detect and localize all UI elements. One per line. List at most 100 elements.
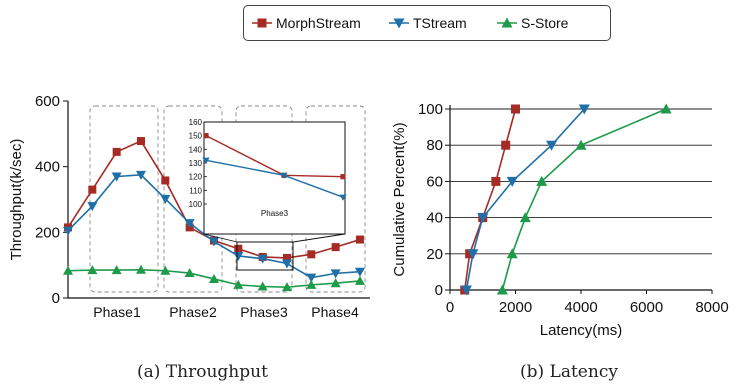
latency-line-s-store bbox=[501, 108, 667, 291]
throughput-point-morphstream-2 bbox=[112, 147, 121, 156]
throughput-y-tick-label-0: 0 bbox=[52, 290, 60, 307]
inset-point-morphstream-0 bbox=[203, 133, 209, 139]
latency-y-tick-label-20: 20 bbox=[426, 246, 443, 263]
throughput-point-tstream-5 bbox=[184, 219, 195, 229]
throughput-point-s-store-5 bbox=[184, 268, 195, 278]
latency-line-morphstream bbox=[463, 108, 517, 291]
latency-x-axis-label: Latency(ms) bbox=[540, 322, 623, 339]
latency-point-tstream-0 bbox=[460, 285, 472, 296]
throughput-point-morphstream-7 bbox=[234, 244, 243, 253]
zoom-region bbox=[236, 241, 294, 271]
throughput-point-s-store-9 bbox=[281, 282, 292, 292]
throughput-y-tick-label-400: 400 bbox=[35, 159, 60, 176]
latency-y-tick-label-100: 100 bbox=[418, 101, 443, 118]
latency-point-morphstream-4 bbox=[501, 140, 511, 150]
throughput-point-tstream-12 bbox=[354, 267, 365, 277]
inset-label: Phase3 bbox=[261, 209, 289, 218]
latency-point-morphstream-5 bbox=[511, 104, 520, 114]
throughput-point-morphstream-12 bbox=[355, 235, 364, 244]
phase-box-4 bbox=[305, 105, 366, 293]
throughput-point-s-store-8 bbox=[257, 281, 268, 291]
caption-latency: (b) Latency bbox=[520, 362, 618, 382]
throughput-point-tstream-3 bbox=[135, 170, 146, 180]
latency-x-tick-label-6000: 6000 bbox=[630, 299, 663, 316]
legend-marker-morphstream bbox=[257, 18, 267, 28]
latency-point-tstream-3 bbox=[506, 176, 518, 187]
throughput-point-tstream-0 bbox=[63, 226, 73, 236]
throughput-point-morphstream-11 bbox=[331, 243, 340, 252]
inset-point-tstream-1 bbox=[280, 172, 288, 179]
throughput-x-tick-label-phase1: Phase1 bbox=[93, 304, 141, 320]
zoom-connector-left bbox=[203, 233, 238, 243]
latency-point-morphstream-1 bbox=[465, 249, 475, 259]
throughput-point-morphstream-9 bbox=[282, 253, 291, 262]
throughput-point-s-store-3 bbox=[135, 264, 146, 274]
latency-line-tstream bbox=[465, 108, 585, 291]
inset-y-tick-label-150: 150 bbox=[189, 132, 203, 141]
latency-point-s-store-2 bbox=[519, 212, 531, 223]
latency-point-tstream-2 bbox=[477, 213, 489, 224]
inset-y-tick-label-100: 100 bbox=[189, 200, 203, 209]
throughput-point-s-store-4 bbox=[160, 265, 171, 275]
throughput-point-s-store-11 bbox=[330, 278, 341, 288]
throughput-point-tstream-9 bbox=[281, 259, 292, 269]
throughput-point-s-store-0 bbox=[63, 265, 73, 275]
legend-label-tstream: TStream bbox=[413, 15, 467, 31]
inset-frame bbox=[203, 121, 346, 235]
throughput-point-morphstream-3 bbox=[136, 137, 145, 146]
inset-y-tick-label-110: 110 bbox=[189, 186, 202, 195]
throughput-point-tstream-10 bbox=[306, 273, 317, 283]
legend-label-s-store: S-Store bbox=[521, 15, 569, 31]
latency-point-tstream-1 bbox=[467, 249, 479, 260]
throughput-point-tstream-7 bbox=[233, 251, 244, 261]
throughput-point-tstream-1 bbox=[87, 202, 98, 212]
throughput-point-morphstream-1 bbox=[88, 185, 97, 194]
throughput-point-morphstream-4 bbox=[161, 176, 170, 185]
legend-marker-tstream bbox=[393, 18, 405, 29]
throughput-point-tstream-2 bbox=[111, 172, 122, 182]
throughput-point-s-store-7 bbox=[233, 279, 244, 289]
throughput-point-tstream-11 bbox=[330, 269, 341, 279]
latency-point-morphstream-3 bbox=[491, 176, 501, 186]
latency-x-tick-label-4000: 4000 bbox=[564, 299, 597, 316]
throughput-x-tick-label-phase3: Phase3 bbox=[240, 304, 288, 320]
inset-y-tick-label-120: 120 bbox=[189, 173, 203, 182]
legend-marker-s-store bbox=[501, 17, 513, 28]
zoom-connector-right bbox=[292, 233, 346, 243]
inset-y-tick-label-140: 140 bbox=[189, 145, 203, 154]
latency-x-tick-label-8000: 8000 bbox=[695, 299, 728, 316]
caption-throughput: (a) Throughput bbox=[137, 362, 268, 382]
latency-x-tick-label-0: 0 bbox=[446, 299, 454, 316]
throughput-point-s-store-1 bbox=[87, 265, 98, 275]
throughput-point-morphstream-10 bbox=[307, 250, 316, 259]
throughput-y-axis-label: Throughput(k/sec) bbox=[8, 139, 25, 261]
throughput-point-tstream-6 bbox=[208, 237, 219, 247]
latency-y-tick-label-40: 40 bbox=[426, 210, 443, 227]
inset-y-tick-label-130: 130 bbox=[189, 159, 203, 168]
inset-y-tick-label-160: 160 bbox=[189, 118, 203, 127]
legend-box bbox=[243, 5, 611, 41]
latency-point-s-store-0 bbox=[496, 284, 508, 295]
latency-y-tick-label-60: 60 bbox=[426, 173, 443, 190]
phase-box-1 bbox=[89, 105, 159, 293]
inset-point-morphstream-2 bbox=[340, 174, 346, 180]
throughput-point-s-store-6 bbox=[208, 273, 219, 283]
throughput-point-s-store-10 bbox=[306, 279, 317, 289]
throughput-point-s-store-2 bbox=[111, 265, 122, 275]
latency-point-tstream-5 bbox=[578, 104, 590, 115]
inset-point-tstream-2 bbox=[339, 194, 347, 201]
latency-x-tick-label-2000: 2000 bbox=[499, 299, 532, 316]
throughput-y-tick-label-600: 600 bbox=[35, 93, 60, 110]
latency-point-tstream-4 bbox=[546, 140, 558, 151]
throughput-point-tstream-4 bbox=[160, 194, 171, 204]
latency-y-axis-label: Cumulative Percent(%) bbox=[391, 122, 408, 276]
latency-point-s-store-3 bbox=[536, 175, 548, 186]
latency-point-s-store-4 bbox=[575, 139, 587, 150]
legend-label-morphstream: MorphStream bbox=[276, 15, 361, 31]
throughput-y-tick-label-200: 200 bbox=[35, 224, 60, 241]
inset-point-tstream-0 bbox=[202, 157, 210, 164]
throughput-x-tick-label-phase4: Phase4 bbox=[311, 304, 359, 320]
latency-point-s-store-1 bbox=[506, 248, 518, 259]
latency-y-tick-label-80: 80 bbox=[426, 137, 443, 154]
throughput-point-tstream-8 bbox=[257, 254, 268, 264]
